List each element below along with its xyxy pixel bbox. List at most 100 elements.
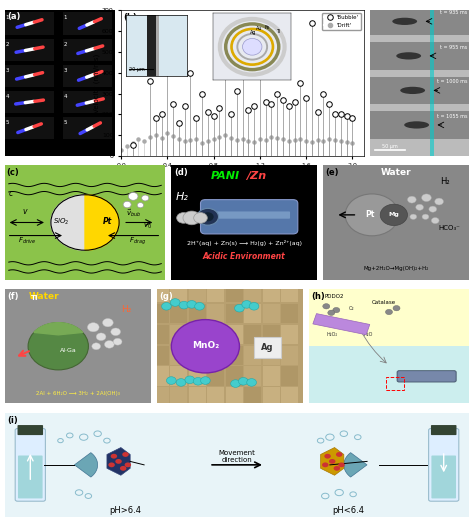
Bar bbox=[189, 387, 206, 407]
Bar bbox=[386, 377, 404, 390]
Bar bbox=[207, 325, 224, 345]
Circle shape bbox=[201, 377, 210, 384]
FancyBboxPatch shape bbox=[397, 371, 456, 382]
Bar bbox=[189, 325, 206, 345]
Bar bbox=[244, 325, 261, 345]
Bar bbox=[281, 304, 298, 324]
Bar bbox=[170, 387, 187, 407]
Text: 4: 4 bbox=[64, 94, 67, 99]
Bar bbox=[63, 39, 112, 61]
Text: Mg+2H₂O→Mg(OH)₂+H₂: Mg+2H₂O→Mg(OH)₂+H₂ bbox=[364, 266, 429, 271]
Circle shape bbox=[334, 466, 340, 471]
FancyBboxPatch shape bbox=[205, 211, 290, 219]
Polygon shape bbox=[320, 447, 344, 475]
Text: 3: 3 bbox=[64, 68, 67, 73]
Circle shape bbox=[187, 301, 197, 308]
Bar bbox=[281, 283, 298, 302]
Circle shape bbox=[142, 195, 149, 201]
Bar bbox=[226, 346, 243, 365]
Ellipse shape bbox=[400, 87, 425, 94]
Text: 3: 3 bbox=[6, 68, 9, 73]
Bar bbox=[189, 304, 206, 324]
Circle shape bbox=[194, 212, 207, 223]
Circle shape bbox=[166, 377, 176, 384]
Bar bbox=[244, 283, 261, 302]
Text: $F_{drive}$: $F_{drive}$ bbox=[18, 236, 36, 246]
Text: MnO₂: MnO₂ bbox=[192, 341, 219, 350]
Bar bbox=[429, 10, 434, 156]
Bar bbox=[281, 387, 298, 407]
Bar bbox=[152, 387, 169, 407]
Bar bbox=[5, 65, 55, 87]
Bar bbox=[152, 366, 169, 386]
Y-axis label: Velocity (nm/ms): Velocity (nm/ms) bbox=[94, 54, 100, 113]
Circle shape bbox=[92, 343, 100, 350]
Text: t = 935 ms: t = 935 ms bbox=[440, 10, 467, 16]
Bar bbox=[170, 304, 187, 324]
Bar bbox=[152, 346, 169, 365]
Bar bbox=[370, 7, 469, 35]
Text: Pt: Pt bbox=[102, 217, 112, 226]
Circle shape bbox=[416, 204, 424, 210]
Bar bbox=[170, 366, 187, 386]
Circle shape bbox=[429, 206, 437, 212]
Circle shape bbox=[247, 378, 256, 386]
Circle shape bbox=[125, 462, 131, 467]
Circle shape bbox=[345, 194, 399, 236]
Polygon shape bbox=[254, 337, 281, 358]
Circle shape bbox=[324, 454, 331, 459]
Bar bbox=[170, 325, 187, 345]
Text: 1: 1 bbox=[64, 15, 67, 20]
Text: Catalase: Catalase bbox=[372, 300, 396, 305]
Bar bbox=[152, 304, 169, 324]
Legend: 'Bubble', 'Drift': 'Bubble', 'Drift' bbox=[322, 13, 361, 30]
Bar bbox=[370, 111, 469, 139]
Text: H₂O: H₂O bbox=[364, 331, 374, 337]
Bar bbox=[63, 91, 112, 113]
Bar bbox=[170, 346, 187, 365]
Bar bbox=[63, 13, 112, 34]
Text: Water: Water bbox=[381, 168, 411, 177]
Bar bbox=[189, 366, 206, 386]
Bar bbox=[207, 346, 224, 365]
Bar bbox=[281, 366, 298, 386]
Bar bbox=[281, 325, 298, 345]
Circle shape bbox=[202, 212, 214, 221]
Bar bbox=[263, 304, 280, 324]
Text: 2H⁺(aq) + Zn(s) ⟶ H₂(g) + Zn²⁺(aq): 2H⁺(aq) + Zn(s) ⟶ H₂(g) + Zn²⁺(aq) bbox=[187, 240, 302, 246]
Bar bbox=[226, 304, 243, 324]
Polygon shape bbox=[51, 195, 85, 250]
Text: t = 1055 ms: t = 1055 ms bbox=[437, 114, 467, 119]
Text: H₂: H₂ bbox=[440, 177, 450, 186]
Circle shape bbox=[123, 201, 131, 208]
Bar bbox=[226, 325, 243, 345]
Circle shape bbox=[231, 380, 240, 387]
Text: 5: 5 bbox=[64, 120, 67, 125]
Circle shape bbox=[197, 208, 219, 225]
Circle shape bbox=[122, 452, 129, 457]
Circle shape bbox=[249, 302, 259, 310]
Bar bbox=[207, 387, 224, 407]
Bar bbox=[263, 387, 280, 407]
Ellipse shape bbox=[404, 121, 429, 128]
Circle shape bbox=[171, 319, 239, 373]
Text: Al·Ga: Al·Ga bbox=[60, 348, 76, 353]
Bar bbox=[244, 304, 261, 324]
Text: H₂O₂: H₂O₂ bbox=[326, 331, 337, 337]
Circle shape bbox=[120, 466, 127, 471]
Circle shape bbox=[328, 310, 335, 315]
Bar bbox=[5, 117, 55, 139]
Text: (i): (i) bbox=[7, 416, 18, 425]
Circle shape bbox=[431, 218, 439, 223]
Text: $v_0$: $v_0$ bbox=[143, 221, 152, 231]
Bar bbox=[5, 91, 55, 113]
Bar bbox=[170, 283, 187, 302]
Circle shape bbox=[109, 462, 115, 467]
Circle shape bbox=[185, 376, 195, 384]
Bar bbox=[244, 366, 261, 386]
Bar bbox=[370, 77, 469, 104]
Text: $F_{drag}$: $F_{drag}$ bbox=[128, 236, 146, 247]
Circle shape bbox=[421, 194, 431, 201]
Bar bbox=[281, 346, 298, 365]
Text: 1: 1 bbox=[6, 15, 9, 20]
